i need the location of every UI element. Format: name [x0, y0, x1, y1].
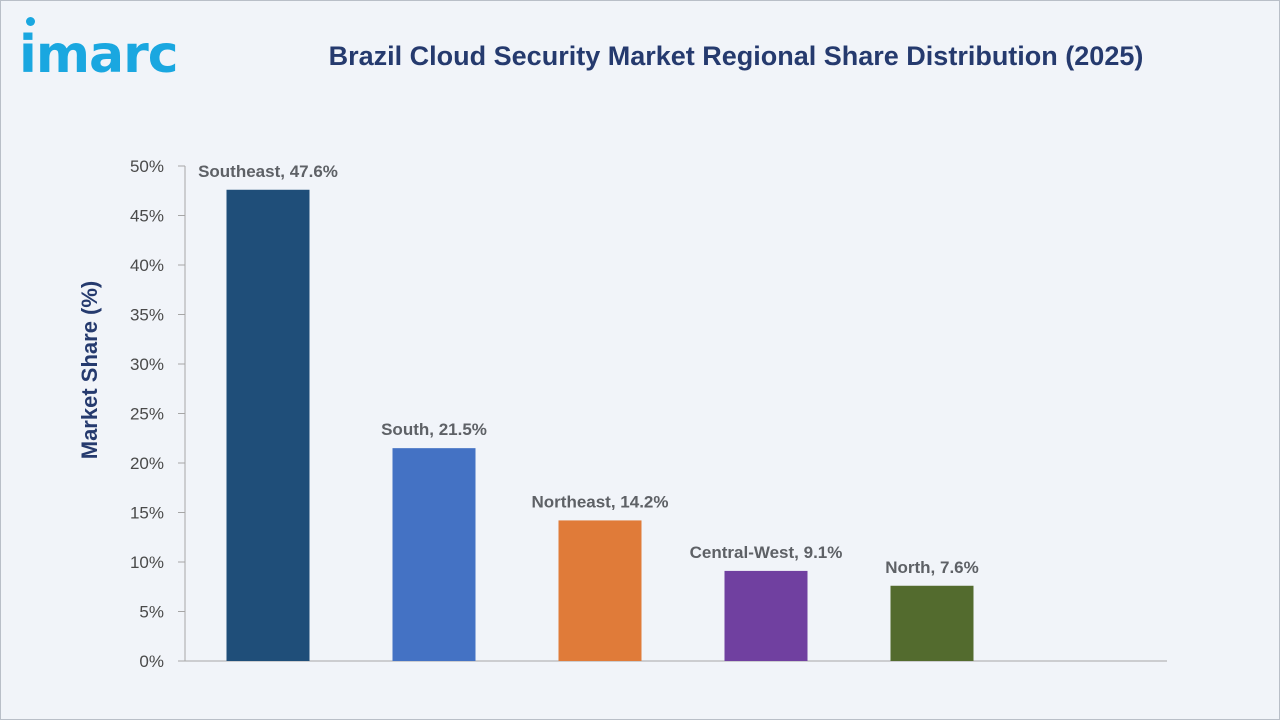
bars: [226, 189, 974, 661]
y-tick-label: 15%: [130, 504, 164, 523]
bar-central-west: [724, 570, 808, 661]
y-tick-label: 40%: [130, 256, 164, 275]
y-tick-label: 0%: [139, 652, 164, 671]
data-label: Southeast, 47.6%: [198, 162, 338, 181]
data-label: South, 21.5%: [381, 420, 487, 439]
bar-south: [392, 448, 476, 661]
bar-north: [890, 585, 974, 661]
y-tick-label: 25%: [130, 405, 164, 424]
bar-southeast: [226, 189, 310, 661]
bar-northeast: [558, 520, 642, 661]
y-axis-label: Market Share (%): [77, 281, 102, 460]
axes: 0% 5% 10% 15% 20% 25% 30% 35% 40% 45% 50%: [130, 157, 1167, 671]
y-tick-label: 35%: [130, 306, 164, 325]
y-tick-label: 10%: [130, 553, 164, 572]
logo-text: imarc: [19, 25, 179, 85]
y-tick-label: 20%: [130, 454, 164, 473]
chart-title: Brazil Cloud Security Market Regional Sh…: [328, 41, 1144, 71]
logo-dot-icon: [26, 17, 35, 26]
y-tick-label: 45%: [130, 207, 164, 226]
data-labels: Southeast, 47.6% South, 21.5% Northeast, 1…: [198, 162, 979, 577]
data-label: North, 7.6%: [885, 558, 979, 577]
imarc-logo: imarc: [19, 17, 209, 93]
y-tick-label: 5%: [139, 603, 164, 622]
data-label: Northeast, 14.2%: [532, 492, 669, 511]
data-label: Central-West, 9.1%: [690, 543, 843, 562]
y-tick-label: 50%: [130, 157, 164, 176]
y-tick-label: 30%: [130, 355, 164, 374]
